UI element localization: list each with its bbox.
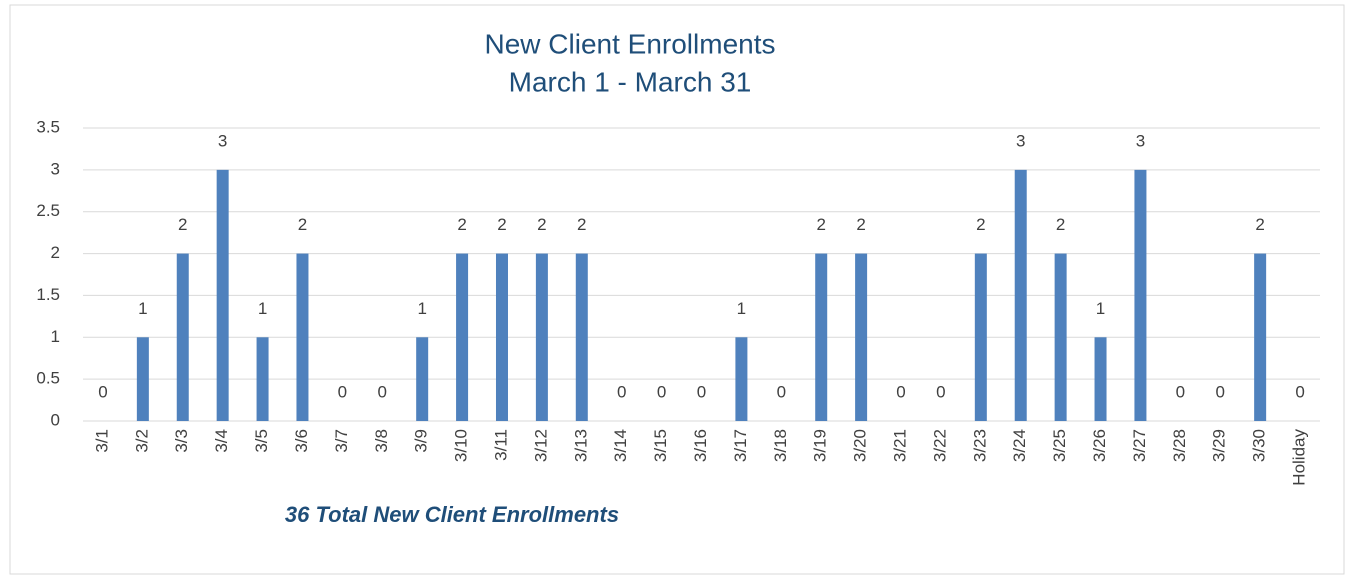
bar [974,253,987,421]
x-tick-label: Holiday [1290,429,1309,486]
bar [535,253,548,421]
bar [855,253,868,421]
y-tick-label: 3.5 [36,117,60,136]
data-label: 0 [936,382,945,401]
x-tick-label: 3/12 [531,429,550,462]
data-label: 1 [417,299,426,318]
data-label: 2 [1255,215,1264,234]
data-label: 3 [1016,131,1025,150]
y-tick-label: 2.5 [36,201,60,220]
y-tick-label: 2 [51,243,60,262]
bar [575,253,588,421]
data-label: 0 [896,382,905,401]
x-tick-label: 3/3 [172,429,191,453]
data-label: 0 [617,382,626,401]
data-label: 0 [777,382,786,401]
x-tick-label: 3/18 [771,429,790,462]
data-label: 0 [1176,382,1185,401]
bar [1254,253,1267,421]
x-tick-label: 3/6 [292,429,311,453]
x-tick-label: 3/11 [491,429,510,461]
x-tick-label: 3/1 [92,429,111,453]
bar [735,337,748,421]
x-tick-label: 3/2 [132,429,151,453]
bar [216,169,229,421]
data-label: 0 [338,382,347,401]
bar [296,253,309,421]
x-tick-label: 3/26 [1090,429,1109,462]
x-tick-label: 3/15 [651,429,670,462]
x-tick-label: 3/10 [452,429,471,462]
x-tick-label: 3/5 [252,429,271,453]
data-label: 2 [816,215,825,234]
x-tick-label: 3/14 [611,429,630,462]
bar [1054,253,1067,421]
x-tick-label: 3/22 [930,429,949,462]
x-tick-label: 3/23 [970,429,989,462]
bar [1014,169,1027,421]
x-tick-label: 3/28 [1170,429,1189,462]
x-tick-label: 3/27 [1130,429,1149,462]
bar [815,253,828,421]
y-tick-label: 3 [51,159,60,178]
y-tick-label: 0.5 [36,369,60,388]
bar [256,337,269,421]
y-tick-label: 1 [51,327,60,346]
data-label: 2 [1056,215,1065,234]
x-tick-label: 3/30 [1250,429,1269,462]
data-label: 0 [1295,382,1304,401]
data-label: 2 [976,215,985,234]
data-label: 1 [138,299,147,318]
x-tick-label: 3/8 [372,429,391,453]
x-tick-label: 3/9 [412,429,431,453]
data-label: 0 [378,382,387,401]
chart-subtitle: March 1 - March 31 [509,66,752,97]
data-label: 1 [258,299,267,318]
data-label: 0 [697,382,706,401]
data-label: 2 [178,215,187,234]
chart-title: New Client Enrollments [485,28,776,59]
x-tick-label: 3/7 [332,429,351,453]
bar [495,253,508,421]
x-tick-label: 3/19 [811,429,830,462]
bar [456,253,469,421]
data-label: 1 [737,299,746,318]
x-tick-label: 3/24 [1010,429,1029,462]
bar [136,337,149,421]
data-label: 0 [1216,382,1225,401]
y-tick-label: 0 [51,410,60,429]
data-label: 2 [457,215,466,234]
data-label: 3 [218,131,227,150]
x-tick-label: 3/25 [1050,429,1069,462]
annotation: 36 Total New Client Enrollments [285,502,619,527]
x-tick-label: 3/20 [851,429,870,462]
bar [1094,337,1107,421]
x-tick-label: 3/17 [731,429,750,462]
bar [416,337,429,421]
data-label: 2 [537,215,546,234]
data-label: 3 [1136,131,1145,150]
data-label: 2 [298,215,307,234]
x-tick-label: 3/13 [571,429,590,462]
y-tick-label: 1.5 [36,285,60,304]
bar [1134,169,1147,421]
x-tick-label: 3/21 [891,429,910,462]
data-label: 2 [856,215,865,234]
x-tick-label: 3/16 [691,429,710,462]
bar [176,253,189,421]
data-label: 0 [657,382,666,401]
x-tick-label: 3/29 [1210,429,1229,462]
data-label: 2 [577,215,586,234]
chart-frame [9,4,1345,575]
data-label: 1 [1096,299,1105,318]
data-label: 2 [497,215,506,234]
x-tick-label: 3/4 [212,429,231,453]
data-label: 0 [98,382,107,401]
